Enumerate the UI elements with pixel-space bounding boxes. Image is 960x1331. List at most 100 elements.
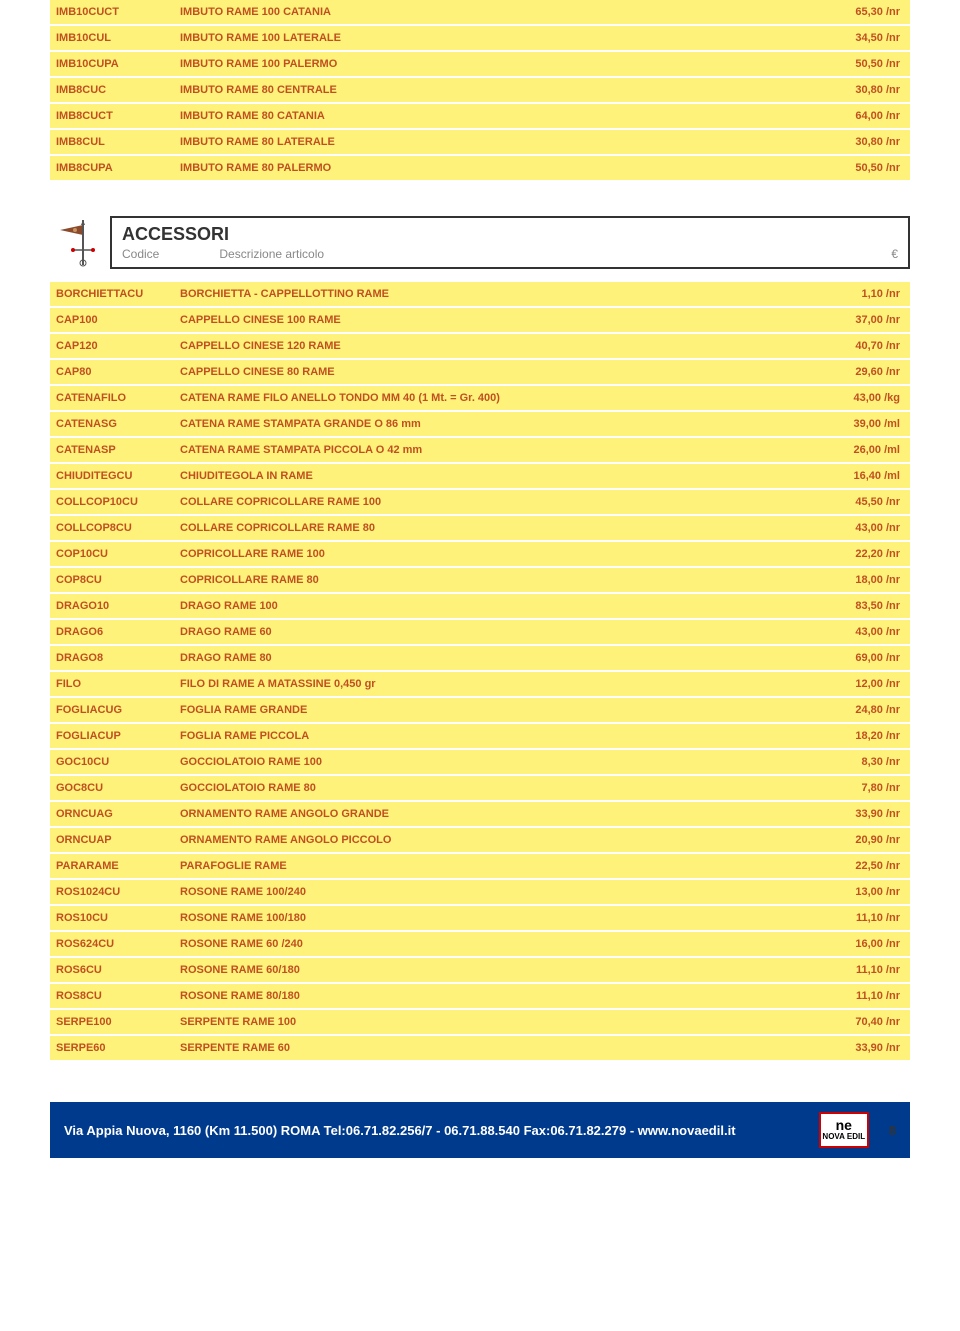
cell-code: IMB8CUL xyxy=(50,136,180,148)
cell-price: 18,00 /nr xyxy=(810,574,910,586)
table-row: ROS10CUROSONE RAME 100/18011,10 /nr xyxy=(50,906,910,932)
cell-price: 16,40 /ml xyxy=(810,470,910,482)
cell-desc: IMBUTO RAME 80 CATANIA xyxy=(180,110,810,122)
cell-desc: ROSONE RAME 60/180 xyxy=(180,964,810,976)
cell-desc: CATENA RAME FILO ANELLO TONDO MM 40 (1 M… xyxy=(180,392,810,404)
cell-desc: IMBUTO RAME 80 PALERMO xyxy=(180,162,810,174)
table-row: IMB8CUCTIMBUTO RAME 80 CATANIA64,00 /nr xyxy=(50,104,910,130)
cell-code: CHIUDITEGCU xyxy=(50,470,180,482)
cell-desc: DRAGO RAME 100 xyxy=(180,600,810,612)
table-row: IMB8CULIMBUTO RAME 80 LATERALE30,80 /nr xyxy=(50,130,910,156)
cell-price: 1,10 /nr xyxy=(810,288,910,300)
cell-code: IMB8CUPA xyxy=(50,162,180,174)
cell-price: 30,80 /nr xyxy=(810,136,910,148)
cell-code: CATENASG xyxy=(50,418,180,430)
cell-price: 16,00 /nr xyxy=(810,938,910,950)
cell-price: 39,00 /ml xyxy=(810,418,910,430)
cell-price: 22,50 /nr xyxy=(810,860,910,872)
cell-code: IMB10CUPA xyxy=(50,58,180,70)
table-row: COLLCOP8CUCOLLARE COPRICOLLARE RAME 8043… xyxy=(50,516,910,542)
cell-code: DRAGO10 xyxy=(50,600,180,612)
cell-code: ROS8CU xyxy=(50,990,180,1002)
cell-price: 22,20 /nr xyxy=(810,548,910,560)
table-row: DRAGO8DRAGO RAME 8069,00 /nr xyxy=(50,646,910,672)
weathervane-icon xyxy=(50,212,110,272)
cell-desc: CHIUDITEGOLA IN RAME xyxy=(180,470,810,482)
table-row: ROS6CUROSONE RAME 60/18011,10 /nr xyxy=(50,958,910,984)
cell-desc: BORCHIETTA - CAPPELLOTTINO RAME xyxy=(180,288,810,300)
cell-price: 20,90 /nr xyxy=(810,834,910,846)
cell-price: 26,00 /ml xyxy=(810,444,910,456)
cell-code: FOGLIACUG xyxy=(50,704,180,716)
cell-price: 29,60 /nr xyxy=(810,366,910,378)
cell-code: CATENAFILO xyxy=(50,392,180,404)
cell-desc: ROSONE RAME 100/240 xyxy=(180,886,810,898)
cell-code: ROS6CU xyxy=(50,964,180,976)
cell-price: 33,90 /nr xyxy=(810,808,910,820)
table-row: SERPE100SERPENTE RAME 10070,40 /nr xyxy=(50,1010,910,1036)
cell-code: DRAGO6 xyxy=(50,626,180,638)
page-number: 8 xyxy=(889,1123,896,1138)
cell-price: 40,70 /nr xyxy=(810,340,910,352)
cell-desc: IMBUTO RAME 100 CATANIA xyxy=(180,6,810,18)
table-row: IMB8CUCIMBUTO RAME 80 CENTRALE30,80 /nr xyxy=(50,78,910,104)
cell-code: ORNCUAP xyxy=(50,834,180,846)
cell-price: 50,50 /nr xyxy=(810,162,910,174)
accessori-table: BORCHIETTACUBORCHIETTA - CAPPELLOTTINO R… xyxy=(50,282,910,1062)
cell-desc: FILO DI RAME A MATASSINE 0,450 gr xyxy=(180,678,810,690)
cell-code: DRAGO8 xyxy=(50,652,180,664)
cell-code: CAP80 xyxy=(50,366,180,378)
cell-desc: GOCCIOLATOIO RAME 100 xyxy=(180,756,810,768)
cell-code: CATENASP xyxy=(50,444,180,456)
cell-price: 34,50 /nr xyxy=(810,32,910,44)
cell-code: BORCHIETTACU xyxy=(50,288,180,300)
cell-desc: PARAFOGLIE RAME xyxy=(180,860,810,872)
cell-desc: CAPPELLO CINESE 120 RAME xyxy=(180,340,810,352)
section-title-box: ACCESSORI Codice Descrizione articolo € xyxy=(110,216,910,269)
cell-code: ROS1024CU xyxy=(50,886,180,898)
cell-desc: ROSONE RAME 100/180 xyxy=(180,912,810,924)
table-row: COP8CUCOPRICOLLARE RAME 8018,00 /nr xyxy=(50,568,910,594)
cell-price: 65,30 /nr xyxy=(810,6,910,18)
table-row: FILOFILO DI RAME A MATASSINE 0,450 gr12,… xyxy=(50,672,910,698)
cell-desc: CATENA RAME STAMPATA GRANDE O 86 mm xyxy=(180,418,810,430)
cell-code: SERPE100 xyxy=(50,1016,180,1028)
cell-price: 37,00 /nr xyxy=(810,314,910,326)
cell-price: 30,80 /nr xyxy=(810,84,910,96)
cell-price: 11,10 /nr xyxy=(810,964,910,976)
col-header-price: € xyxy=(891,247,898,261)
table-row: CATENASGCATENA RAME STAMPATA GRANDE O 86… xyxy=(50,412,910,438)
cell-code: ROS624CU xyxy=(50,938,180,950)
cell-desc: ROSONE RAME 60 /240 xyxy=(180,938,810,950)
cell-desc: ROSONE RAME 80/180 xyxy=(180,990,810,1002)
cell-code: GOC8CU xyxy=(50,782,180,794)
footer: Via Appia Nuova, 1160 (Km 11.500) ROMA T… xyxy=(50,1102,910,1158)
cell-desc: DRAGO RAME 60 xyxy=(180,626,810,638)
cell-desc: SERPENTE RAME 100 xyxy=(180,1016,810,1028)
cell-price: 8,30 /nr xyxy=(810,756,910,768)
cell-desc: ORNAMENTO RAME ANGOLO GRANDE xyxy=(180,808,810,820)
cell-code: FILO xyxy=(50,678,180,690)
cell-price: 13,00 /nr xyxy=(810,886,910,898)
cell-desc: DRAGO RAME 80 xyxy=(180,652,810,664)
cell-price: 50,50 /nr xyxy=(810,58,910,70)
top-table: IMB10CUCTIMBUTO RAME 100 CATANIA65,30 /n… xyxy=(50,0,910,182)
cell-desc: COLLARE COPRICOLLARE RAME 80 xyxy=(180,522,810,534)
cell-code: SERPE60 xyxy=(50,1042,180,1054)
cell-price: 11,10 /nr xyxy=(810,990,910,1002)
table-row: CATENASPCATENA RAME STAMPATA PICCOLA O 4… xyxy=(50,438,910,464)
cell-desc: GOCCIOLATOIO RAME 80 xyxy=(180,782,810,794)
table-row: ROS8CUROSONE RAME 80/18011,10 /nr xyxy=(50,984,910,1010)
col-header-code: Codice xyxy=(122,247,159,261)
cell-price: 33,90 /nr xyxy=(810,1042,910,1054)
table-row: IMB10CUPAIMBUTO RAME 100 PALERMO50,50 /n… xyxy=(50,52,910,78)
accessori-header: ACCESSORI Codice Descrizione articolo € xyxy=(50,212,910,272)
table-row: DRAGO10DRAGO RAME 10083,50 /nr xyxy=(50,594,910,620)
cell-code: ROS10CU xyxy=(50,912,180,924)
cell-price: 45,50 /nr xyxy=(810,496,910,508)
cell-desc: IMBUTO RAME 80 CENTRALE xyxy=(180,84,810,96)
table-row: SERPE60SERPENTE RAME 6033,90 /nr xyxy=(50,1036,910,1062)
cell-code: CAP100 xyxy=(50,314,180,326)
table-row: PARARAMEPARAFOGLIE RAME22,50 /nr xyxy=(50,854,910,880)
col-header-desc: Descrizione articolo xyxy=(159,247,891,261)
